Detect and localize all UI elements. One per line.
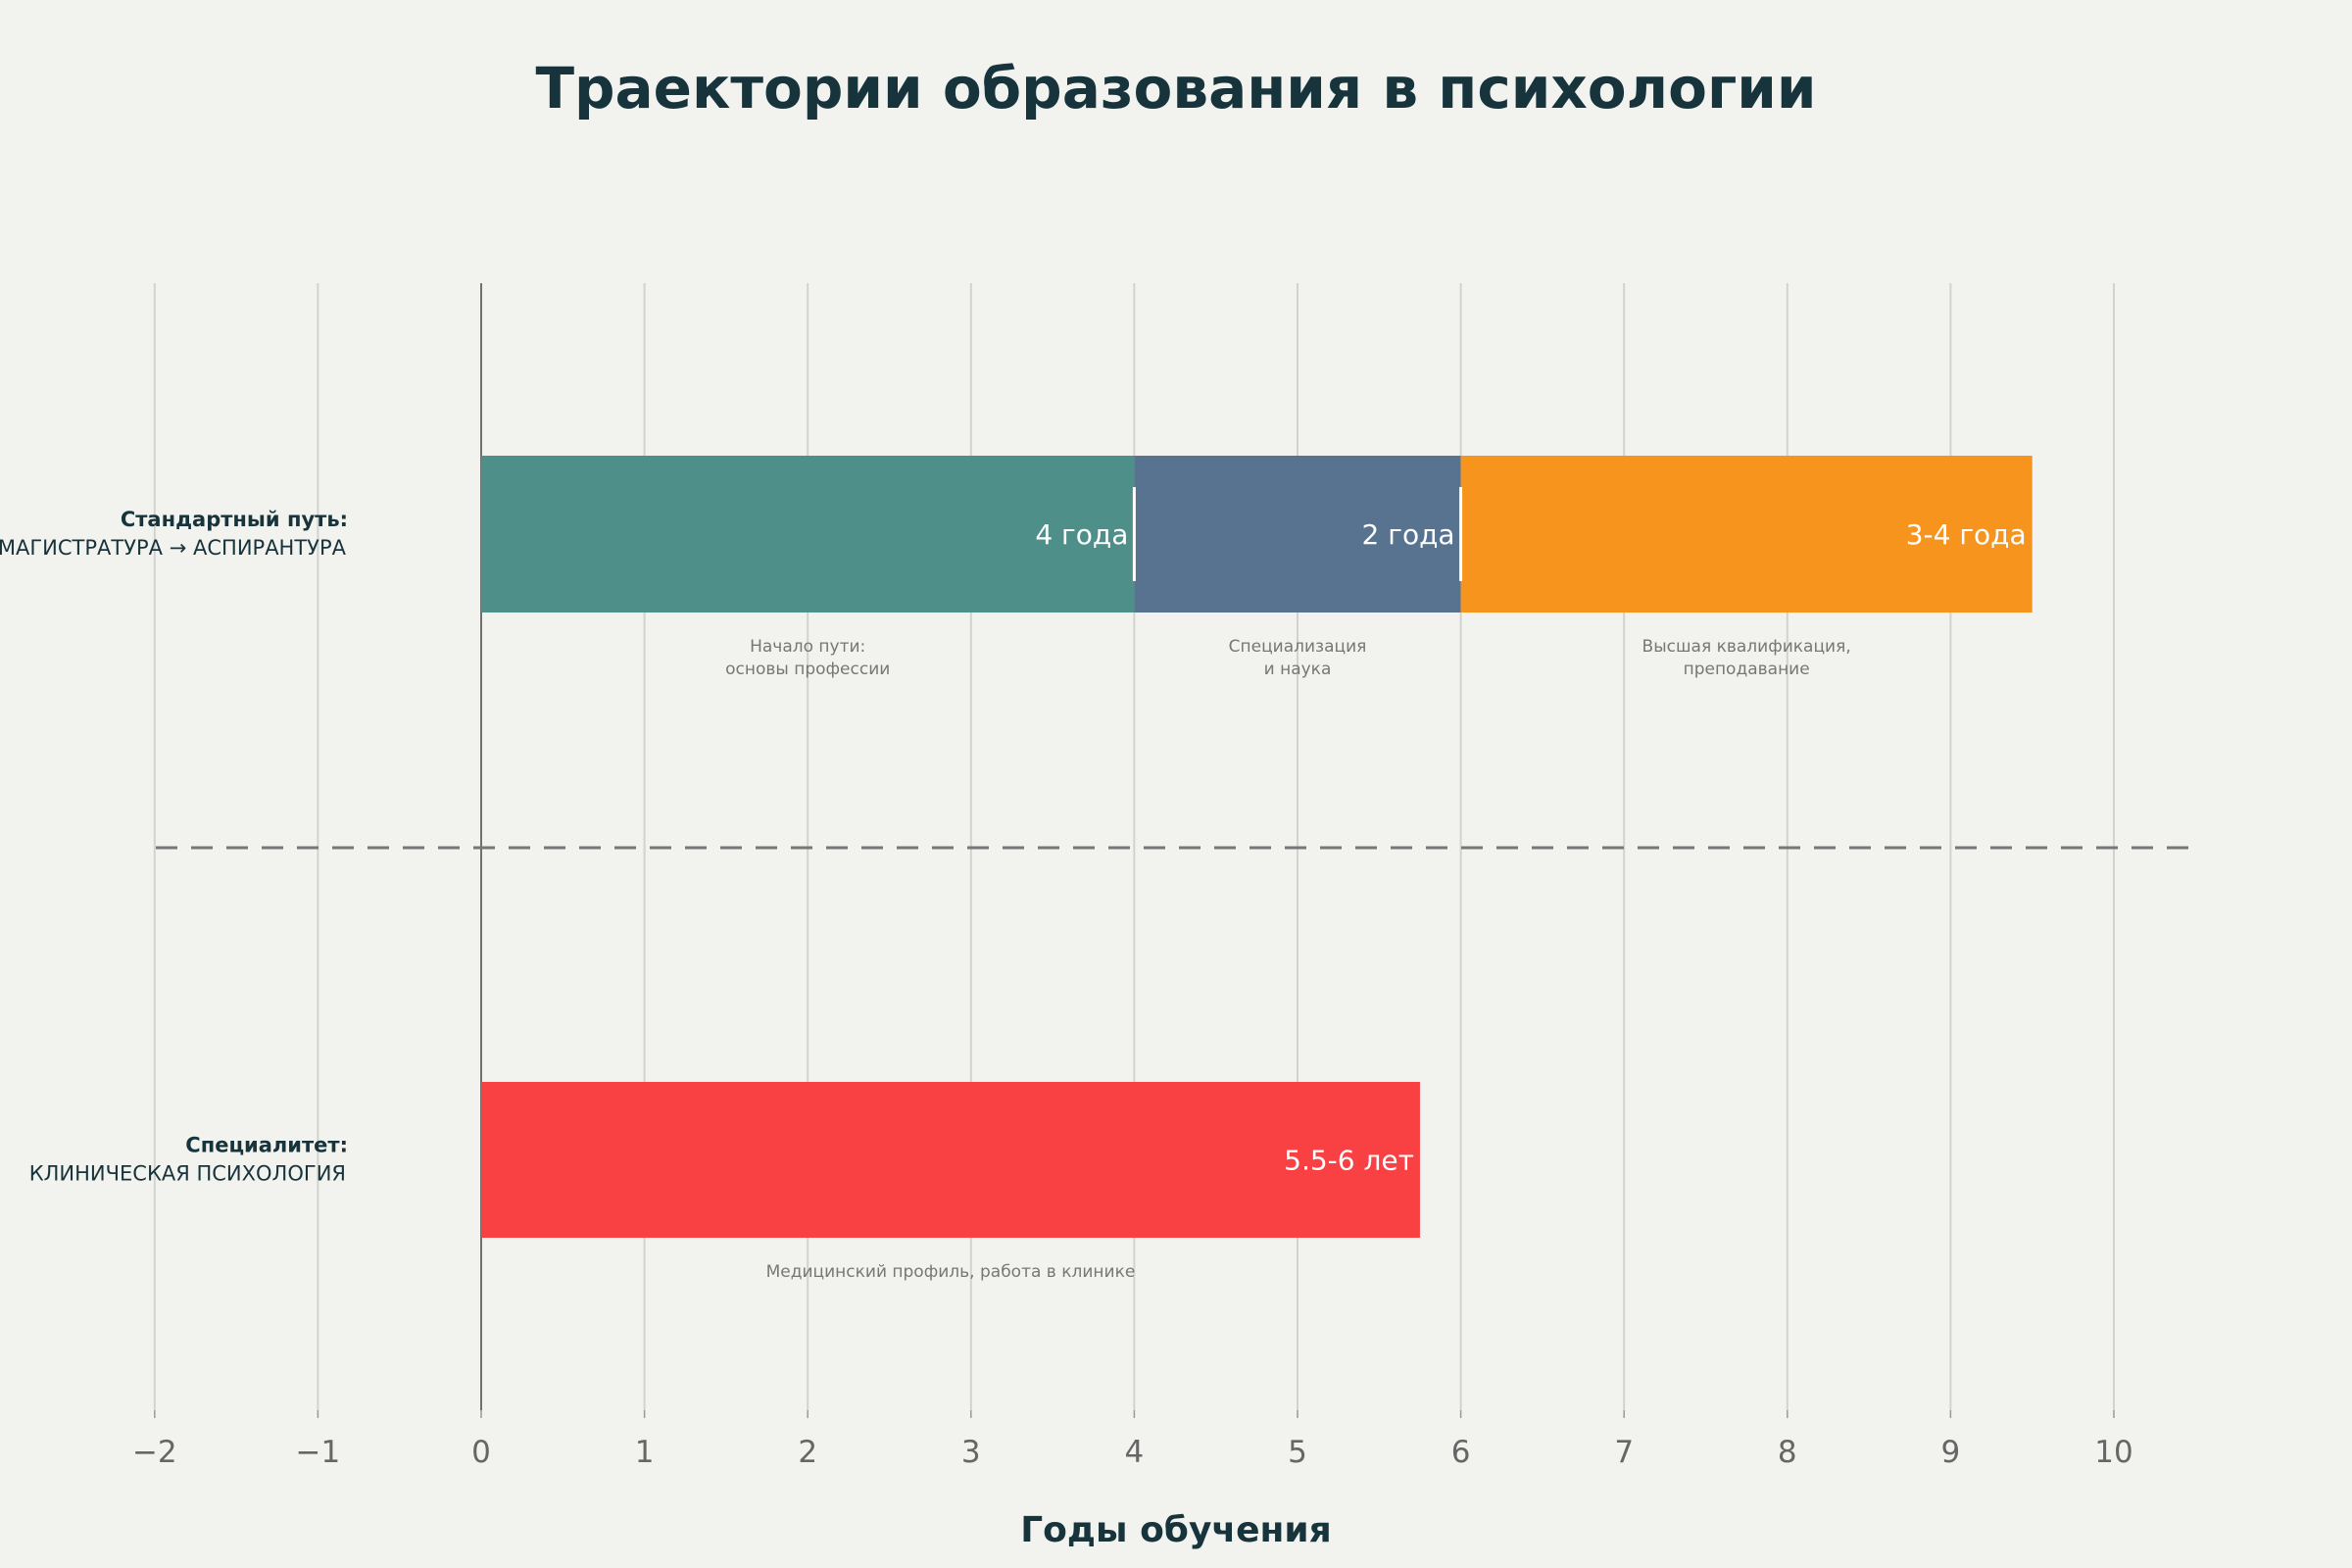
segment-annotation: Высшая квалификация, <box>1642 637 1851 657</box>
bar-data-label: 4 года <box>1035 518 1128 551</box>
bar-data-label: 5.5-6 лет <box>1284 1145 1414 1177</box>
segment-annotation: и наука <box>1264 660 1332 679</box>
x-tick-label: 3 <box>961 1435 981 1470</box>
bar-segment <box>481 1082 1420 1238</box>
bar-segment <box>1134 456 1461 612</box>
bar-data-label: 2 года <box>1362 518 1455 551</box>
x-axis-label: Годы обучения <box>1020 1510 1332 1550</box>
x-tick-label: 5 <box>1288 1435 1307 1470</box>
bars: Стандартный путь: МАГИСТРАТУРА → АСПИРАНТ… <box>0 456 2033 1282</box>
row-label-title: Специалитет: <box>185 1134 348 1157</box>
x-tick-label: 10 <box>2094 1435 2132 1470</box>
segment-annotation: преподавание <box>1684 660 1810 679</box>
bar-segment <box>481 456 1135 612</box>
x-tick-label: −2 <box>132 1435 177 1470</box>
bar-data-label: 3-4 года <box>1906 518 2027 551</box>
segment-annotation: Специализация <box>1229 637 1367 657</box>
row-label-subtitle: МАГИСТРАТУРА → АСПИРАНТУРА <box>0 536 347 560</box>
x-tick-label: 0 <box>471 1435 491 1470</box>
x-tick-label: 2 <box>798 1435 817 1470</box>
segment-annotation: Медицинский профиль, работа в клинике <box>766 1262 1136 1282</box>
bar-segment <box>1460 456 2033 612</box>
x-tick-label: 6 <box>1451 1435 1471 1470</box>
segment-annotation: Начало пути: <box>750 637 865 657</box>
row-label-title: Стандартный путь: <box>121 508 348 531</box>
x-tick-label: 7 <box>1614 1435 1634 1470</box>
x-tick-label: 1 <box>635 1435 655 1470</box>
x-tick-label: 8 <box>1778 1435 1797 1470</box>
chart-title: Траектории образования в психологии <box>535 55 1816 122</box>
row-label-subtitle: КЛИНИЧЕСКАЯ ПСИХОЛОГИЯ <box>29 1162 346 1186</box>
segment-annotation: основы профессии <box>725 660 890 679</box>
x-tick-label: 9 <box>1941 1435 1961 1470</box>
x-tick-label: 4 <box>1125 1435 1145 1470</box>
x-tick-label: −1 <box>296 1435 341 1470</box>
